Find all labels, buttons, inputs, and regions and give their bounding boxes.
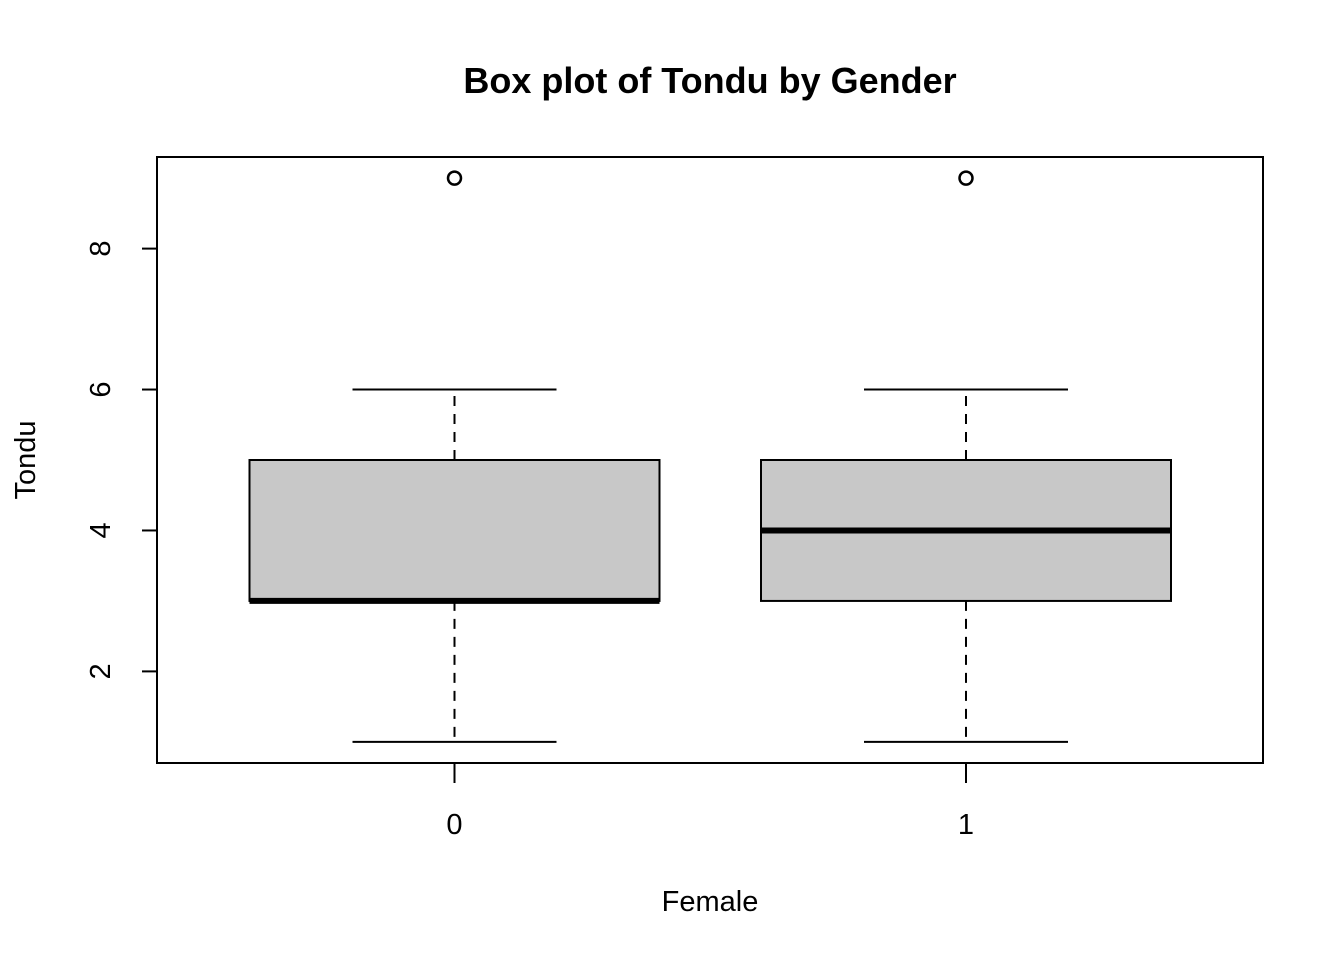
y-axis-label: Tondu (10, 420, 42, 499)
box-group-1 (760, 170, 1172, 743)
chart-title: Box plot of Tondu by Gender (463, 60, 956, 101)
outlier-point (446, 170, 463, 186)
boxes-layer (248, 170, 1172, 743)
box-group-0 (248, 170, 661, 743)
x-tick-label: 1 (958, 809, 974, 841)
x-tick-label: 0 (446, 809, 462, 841)
x-axis-label: Female (662, 886, 759, 918)
y-tick-label: 6 (85, 381, 117, 397)
y-axis: 2 4 6 8 (85, 241, 157, 679)
y-tick-label: 8 (85, 241, 117, 257)
plot-frame (156, 156, 1264, 764)
iqr-box (248, 459, 661, 602)
outlier-point (958, 170, 974, 186)
y-tick-label: 4 (85, 522, 117, 538)
y-tick-label: 2 (85, 663, 117, 679)
